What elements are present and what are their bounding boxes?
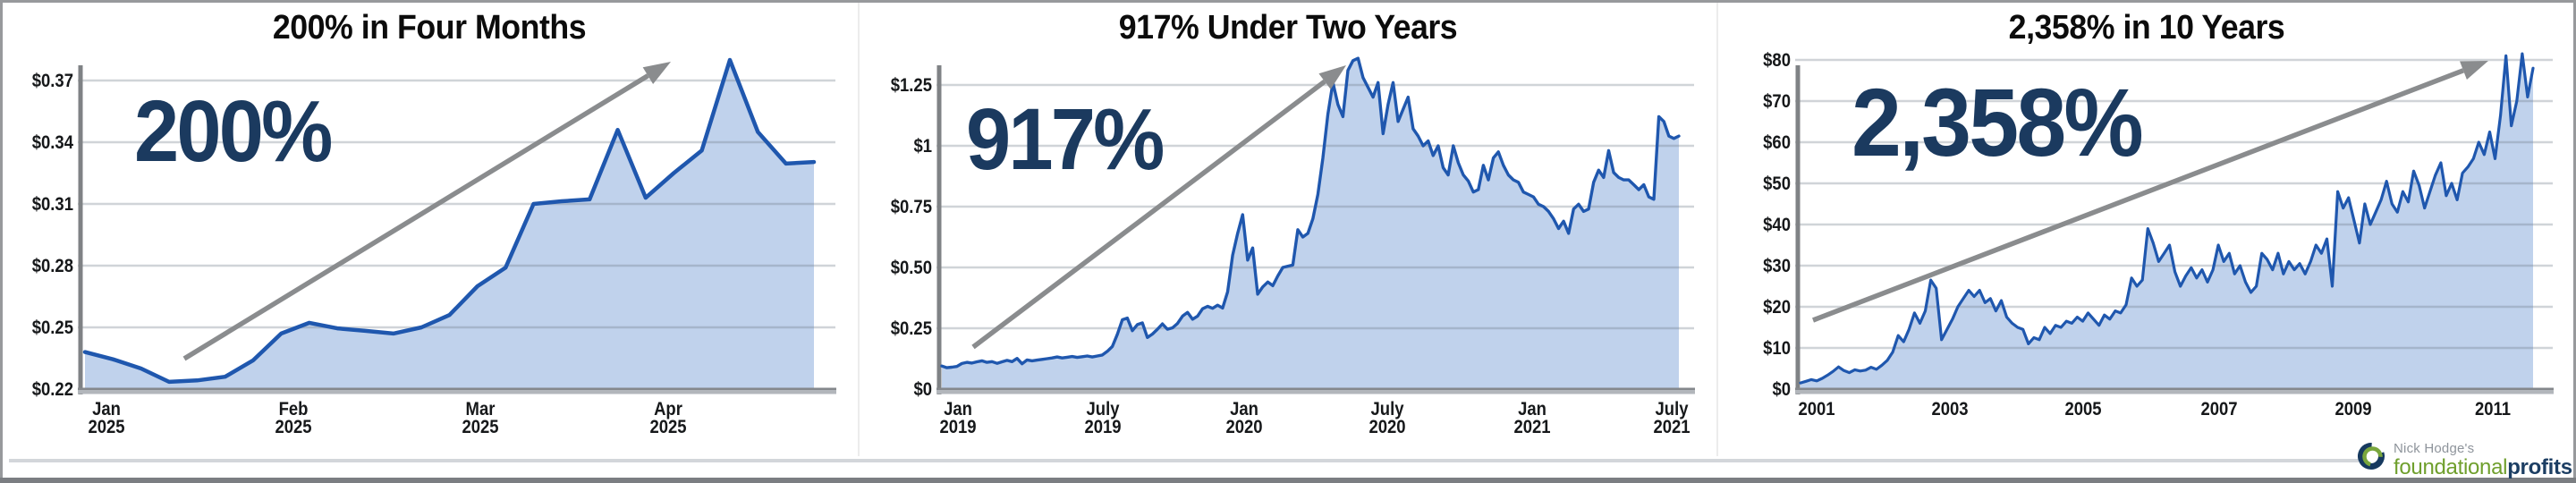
y-axis-tick-label: $0.25 bbox=[31, 318, 73, 338]
x-axis-tick-label: July 2019 bbox=[1084, 399, 1122, 437]
y-axis-tick-label: $10 bbox=[1763, 338, 1791, 359]
price-chart-two-years bbox=[936, 56, 1695, 394]
brand-logo: Nick Hodge's foundationalprofits bbox=[2358, 442, 2572, 479]
x-axis-tick-label: 2009 bbox=[2334, 399, 2372, 419]
brand-ring-icon bbox=[2358, 443, 2385, 470]
y-axis-tick-label: $80 bbox=[1763, 50, 1791, 71]
brand-text: Nick Hodge's foundationalprofits bbox=[2394, 442, 2572, 479]
x-axis-tick-label: Apr 2025 bbox=[649, 399, 687, 437]
x-axis-tick-label: 2001 bbox=[1798, 399, 1835, 419]
y-axis-tick-label: $0.28 bbox=[31, 256, 73, 276]
y-axis-tick-label: $1.25 bbox=[890, 75, 932, 96]
y-axis-tick-label: $0.37 bbox=[31, 71, 73, 91]
bottom-border bbox=[0, 478, 2576, 483]
x-axis-tick-label: Mar 2025 bbox=[462, 399, 499, 437]
gain-callout: 2,358% bbox=[1852, 68, 2144, 176]
x-axis-tick-label: 2007 bbox=[2200, 399, 2238, 419]
chart-panel-two-years: 917% Under Two Years 917% $1.25 $1 $0.75 $0… bbox=[859, 0, 1717, 483]
x-axis-tick-label: 2005 bbox=[2064, 399, 2102, 419]
top-border bbox=[0, 0, 2576, 3]
y-axis-tick-label: $30 bbox=[1763, 256, 1791, 276]
y-axis-tick-label: $50 bbox=[1763, 174, 1791, 194]
chart-title: 2,358% in 10 Years bbox=[2008, 9, 2285, 47]
x-axis-tick-label: July 2021 bbox=[1653, 399, 1690, 437]
panel-divider bbox=[858, 0, 860, 456]
x-axis-tick-label: 2003 bbox=[1931, 399, 1969, 419]
y-axis-tick-label: $0.31 bbox=[31, 194, 73, 215]
y-axis-tick-label: $0.75 bbox=[890, 197, 932, 217]
brand-name: foundationalprofits bbox=[2394, 457, 2572, 479]
brand-name-green: foundational bbox=[2394, 455, 2508, 479]
y-axis-tick-label: $0.34 bbox=[31, 132, 73, 153]
brand-name-navy: profits bbox=[2507, 455, 2572, 479]
x-axis-tick-label: Jan 2025 bbox=[88, 399, 125, 437]
y-axis-tick-label: $0.50 bbox=[890, 258, 932, 278]
y-axis-tick-label: $0.25 bbox=[890, 318, 932, 339]
x-axis-tick-label: Jan 2020 bbox=[1225, 399, 1263, 437]
y-axis-tick-label: $0.22 bbox=[31, 379, 73, 400]
price-chart-four-months bbox=[78, 57, 836, 394]
chart-panel-ten-years: 2,358% in 10 Years 2,358% $80 $70 $60 $50 $4… bbox=[1717, 0, 2576, 483]
x-axis-tick-label: Jan 2021 bbox=[1513, 399, 1551, 437]
y-axis-tick-label: $0 bbox=[1772, 379, 1791, 400]
y-axis-tick-label: $40 bbox=[1763, 215, 1791, 235]
left-border bbox=[0, 0, 3, 483]
chart-panel-four-months: 200% in Four Months 200% $0.37 $0.34 $0.31… bbox=[0, 0, 859, 483]
right-border bbox=[2573, 0, 2576, 483]
chart-title: 200% in Four Months bbox=[272, 9, 587, 47]
y-axis-tick-label: $1 bbox=[913, 136, 932, 157]
price-chart-ten-years bbox=[1795, 52, 2554, 394]
gain-callout: 917% bbox=[966, 90, 1165, 188]
chart-title: 917% Under Two Years bbox=[1118, 9, 1458, 47]
y-axis-tick-label: $0 bbox=[913, 379, 932, 400]
y-axis-tick-label: $20 bbox=[1763, 297, 1791, 318]
x-axis-tick-label: July 2020 bbox=[1368, 399, 1406, 437]
footer-rule bbox=[9, 459, 2359, 462]
y-axis-tick-label: $60 bbox=[1763, 132, 1791, 153]
panel-divider bbox=[1716, 0, 1718, 456]
x-axis-tick-label: Feb 2025 bbox=[275, 399, 312, 437]
brand-prefix: Nick Hodge's bbox=[2394, 441, 2475, 456]
gain-callout: 200% bbox=[134, 82, 333, 180]
x-axis-tick-label: Jan 2019 bbox=[939, 399, 977, 437]
y-axis-tick-label: $70 bbox=[1763, 91, 1791, 112]
x-axis-tick-label: 2011 bbox=[2474, 399, 2512, 419]
